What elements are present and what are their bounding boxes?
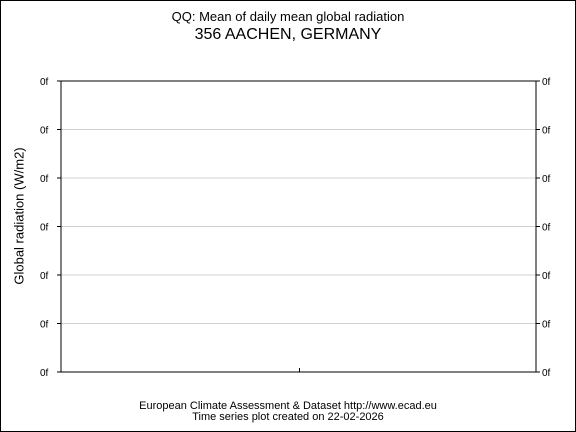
y-tick-label-left: 0f	[40, 271, 49, 282]
footer-source: European Climate Assessment & Dataset ht…	[139, 400, 437, 412]
y-tick-label-right: 0f	[542, 271, 551, 282]
y-tick-label-left: 0f	[40, 77, 49, 88]
chart-title: QQ: Mean of daily mean global radiation	[171, 9, 405, 24]
y-tick-label-left: 0f	[40, 126, 49, 137]
y-tick-label-right: 0f	[542, 368, 551, 379]
y-tick-label-left: 0f	[40, 320, 49, 331]
y-tick-label-left: 0f	[40, 223, 49, 234]
y-tick-label-right: 0f	[542, 223, 551, 234]
y-tick-label-right: 0f	[542, 77, 551, 88]
y-tick-label-right: 0f	[542, 126, 551, 137]
y-tick-label-left: 0f	[40, 174, 49, 185]
y-tick-label-left: 0f	[40, 368, 49, 379]
chart-subtitle: 356 AACHEN, GERMANY	[194, 26, 382, 43]
footer-created: Time series plot created on 22-02-2026	[192, 411, 384, 423]
y-tick-label-right: 0f	[542, 174, 551, 185]
y-tick-label-right: 0f	[542, 320, 551, 331]
